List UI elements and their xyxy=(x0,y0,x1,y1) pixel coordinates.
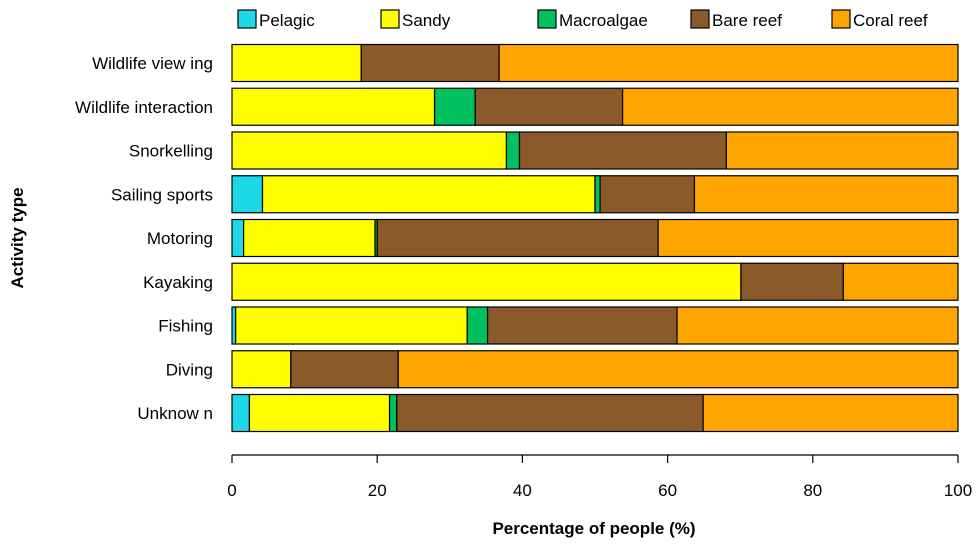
bar-wildlife-viewing-coral-reef xyxy=(498,43,959,83)
x-tick-label-20: 20 xyxy=(368,481,387,500)
bar-unknown-pelagic xyxy=(231,393,251,433)
y-tick-label-wildlife-viewing: Wildlife view ing xyxy=(92,54,213,73)
bar-diving-coral-reef xyxy=(397,350,959,389)
bar-motoring-sandy xyxy=(243,218,376,258)
legend-label-bare-reef: Bare reef xyxy=(712,11,782,30)
bar-fishing-sandy xyxy=(235,306,468,345)
y-axis-title: Activity type xyxy=(8,187,27,288)
y-axis: Wildlife view ing Wildlife interaction Sno… xyxy=(75,54,213,423)
bar-snorkelling-sandy xyxy=(231,131,508,170)
bar-fishing-bare-reef xyxy=(486,306,678,345)
bar-sailing-sports-coral-reef xyxy=(693,175,959,214)
bar-kayaking-bare-reef xyxy=(740,262,844,301)
legend-label-macroalgae: Macroalgae xyxy=(559,11,648,30)
bar-wildlife-interaction-coral-reef xyxy=(621,87,959,126)
legend-label-coral-reef: Coral reef xyxy=(853,11,928,30)
bar-sailing-sports-sandy xyxy=(261,175,596,214)
x-tick-label-60: 60 xyxy=(658,481,677,500)
y-tick-label-sailing-sports: Sailing sports xyxy=(111,185,213,204)
legend: Pelagic Sandy Macroalgae Bare reef Coral ree… xyxy=(237,9,928,30)
bar-diving-bare-reef xyxy=(290,350,399,389)
y-tick-label-fishing: Fishing xyxy=(158,317,213,336)
bar-unknown-bare-reef xyxy=(396,393,704,433)
bar-kayaking-coral-reef xyxy=(842,262,959,301)
bar-sailing-sports-bare-reef xyxy=(599,175,696,214)
bar-unknown-macroalgae xyxy=(388,393,398,433)
x-tick-label-0: 0 xyxy=(227,481,236,500)
y-tick-label-snorkelling: Snorkelling xyxy=(129,142,213,161)
bar-unknown-sandy xyxy=(248,393,391,433)
legend-swatch-sandy xyxy=(380,9,400,29)
y-tick-label-diving: Diving xyxy=(166,360,213,379)
legend-swatch-bare-reef xyxy=(690,9,710,29)
bar-fishing-macroalgae xyxy=(466,306,489,345)
bar-wildlife-viewing-sandy xyxy=(231,43,362,83)
bar-snorkelling-coral-reef xyxy=(725,131,959,170)
y-tick-label-kayaking: Kayaking xyxy=(143,273,213,292)
bar-motoring-coral-reef xyxy=(657,218,959,258)
legend-swatch-pelagic xyxy=(237,9,257,29)
y-tick-label-motoring: Motoring xyxy=(147,229,213,248)
legend-swatch-coral-reef xyxy=(831,9,851,29)
x-axis-title: Percentage of people (%) xyxy=(492,519,695,538)
bar-kayaking-sandy xyxy=(231,262,742,301)
y-tick-label-unknown: Unknow n xyxy=(137,404,213,423)
bar-wildlife-interaction-bare-reef xyxy=(474,87,624,126)
legend-label-pelagic: Pelagic xyxy=(259,11,315,30)
bar-wildlife-interaction-sandy xyxy=(231,87,436,126)
legend-swatch-macroalgae xyxy=(537,9,557,29)
bar-motoring-bare-reef xyxy=(376,218,659,258)
bar-unknown-coral-reef xyxy=(702,393,959,433)
x-tick-label-100: 100 xyxy=(944,481,972,500)
bar-fishing-coral-reef xyxy=(676,306,959,345)
x-tick-label-80: 80 xyxy=(803,481,822,500)
bar-sailing-sports-pelagic xyxy=(231,175,264,214)
x-tick-label-40: 40 xyxy=(513,481,532,500)
bar-snorkelling-bare-reef xyxy=(518,131,728,170)
x-axis: 0 20 40 60 80 100 xyxy=(227,454,972,500)
bar-wildlife-viewing-bare-reef xyxy=(360,43,500,83)
y-tick-label-wildlife-interaction: Wildlife interaction xyxy=(75,98,213,117)
bar-sailing-sports-macroalgae xyxy=(594,175,601,214)
legend-label-sandy: Sandy xyxy=(402,11,451,30)
plot-area xyxy=(231,43,959,433)
bar-motoring-pelagic xyxy=(231,218,245,258)
bar-diving-sandy xyxy=(231,350,292,389)
bar-snorkelling-macroalgae xyxy=(505,131,521,170)
bar-wildlife-interaction-macroalgae xyxy=(433,87,476,126)
